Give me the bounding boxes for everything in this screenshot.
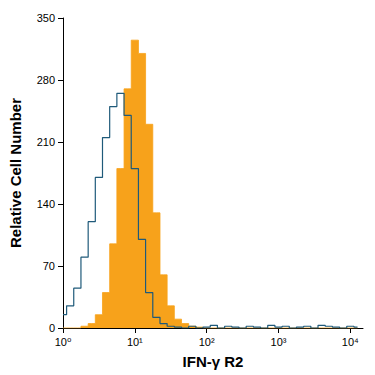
svg-text:10⁰: 10⁰ [55, 336, 72, 348]
svg-text:10⁴: 10⁴ [342, 336, 359, 348]
svg-text:350: 350 [37, 12, 55, 24]
svg-text:0: 0 [49, 322, 55, 334]
svg-text:210: 210 [37, 136, 55, 148]
svg-text:10³: 10³ [271, 336, 287, 348]
svg-text:IFN-γ R2: IFN-γ R2 [183, 353, 244, 370]
svg-text:Relative Cell Number: Relative Cell Number [7, 98, 24, 248]
svg-text:10¹: 10¹ [127, 336, 143, 348]
svg-text:140: 140 [37, 198, 55, 210]
svg-text:10²: 10² [199, 336, 215, 348]
svg-text:70: 70 [43, 260, 55, 272]
svg-text:280: 280 [37, 74, 55, 86]
